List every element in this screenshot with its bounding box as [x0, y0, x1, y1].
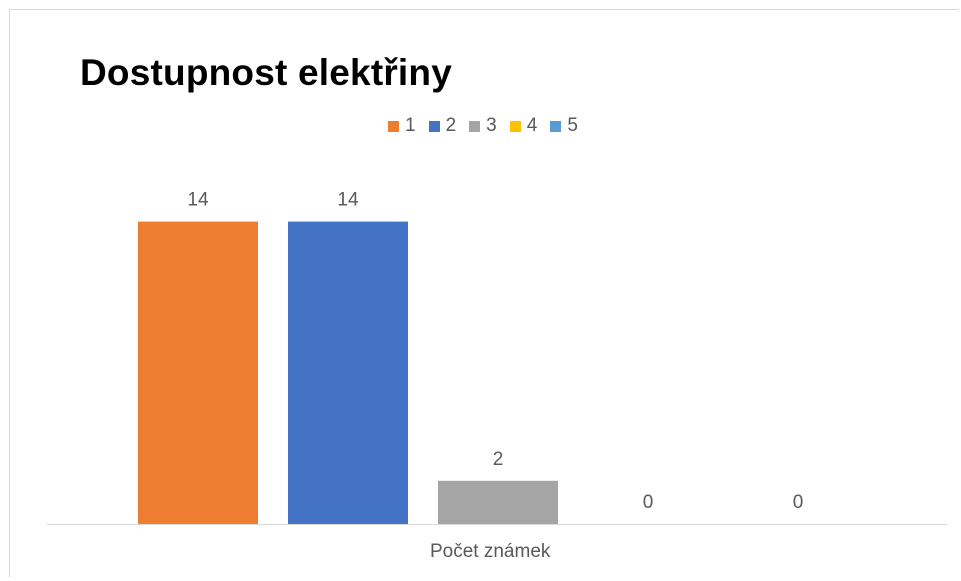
legend-item-5: 5	[550, 115, 578, 137]
legend-item-2: 2	[428, 115, 457, 137]
data-label-series-4: 0	[643, 492, 654, 513]
bar-series-1	[138, 221, 258, 524]
legend-label-4: 4	[526, 115, 538, 136]
chart-legend: 1 2 3 4 5	[388, 115, 578, 137]
legend-item-1: 1	[388, 115, 416, 137]
legend-swatch-3	[469, 120, 481, 132]
bar-series-3	[438, 480, 558, 524]
legend-swatch-4	[509, 120, 521, 132]
data-label-series-1: 14	[187, 190, 209, 211]
legend-swatch-5	[550, 120, 562, 132]
legend-swatch-1	[388, 120, 399, 132]
legend-item-3: 3	[469, 115, 497, 137]
bar-series-2	[288, 221, 408, 524]
data-label-series-5: 0	[793, 492, 804, 513]
legend-label-2: 2	[445, 115, 457, 136]
legend-label-1: 1	[405, 115, 416, 136]
chart-title: Dostupnost elektřiny	[80, 52, 452, 93]
x-axis-category-label: Počet známek	[430, 541, 551, 562]
legend-label-5: 5	[567, 115, 578, 136]
data-label-series-2: 14	[337, 190, 359, 211]
legend-swatch-2	[428, 120, 440, 132]
legend-label-3: 3	[486, 115, 497, 136]
legend-item-4: 4	[509, 115, 538, 137]
data-label-series-3: 2	[493, 449, 504, 470]
